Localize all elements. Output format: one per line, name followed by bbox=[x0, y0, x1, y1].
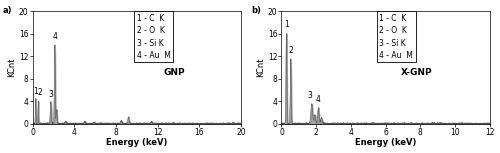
Y-axis label: KCnt: KCnt bbox=[256, 58, 265, 77]
Text: 1: 1 bbox=[33, 87, 38, 96]
Text: 1 - C  K
2 - O  K
3 - Si K
4 - Au  M: 1 - C K 2 - O K 3 - Si K 4 - Au M bbox=[137, 14, 170, 60]
Text: 4: 4 bbox=[52, 32, 57, 41]
X-axis label: Energy (keV): Energy (keV) bbox=[106, 138, 168, 147]
Text: 1 - C  K
2 - O  K
3 - Si K
4 - Au  M: 1 - C K 2 - O K 3 - Si K 4 - Au M bbox=[380, 14, 413, 60]
Text: 2: 2 bbox=[288, 46, 293, 55]
Text: a): a) bbox=[2, 6, 12, 15]
X-axis label: Energy (keV): Energy (keV) bbox=[355, 138, 416, 147]
Text: 1: 1 bbox=[284, 21, 288, 29]
Text: X-GNP: X-GNP bbox=[401, 68, 432, 77]
Text: 2: 2 bbox=[37, 88, 42, 97]
Text: GNP: GNP bbox=[164, 68, 185, 77]
Y-axis label: KCnt: KCnt bbox=[7, 58, 16, 77]
Text: 4: 4 bbox=[316, 95, 320, 104]
Text: 3: 3 bbox=[307, 91, 312, 100]
Text: b): b) bbox=[251, 6, 260, 15]
Text: 3: 3 bbox=[48, 90, 53, 99]
